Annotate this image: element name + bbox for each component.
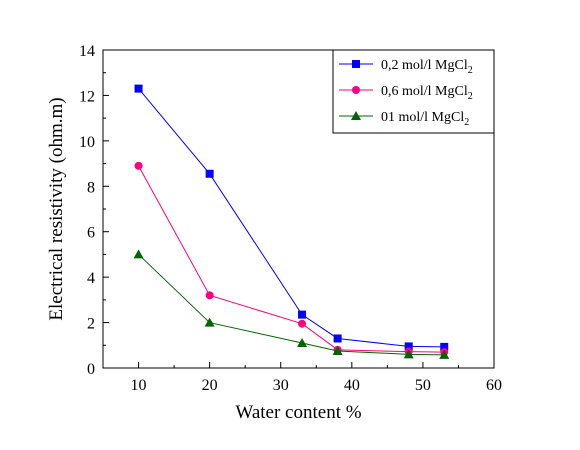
series-line [138, 88, 445, 348]
x-tick-label: 40 [344, 377, 360, 394]
data-point [204, 317, 215, 327]
data-point [440, 342, 449, 351]
data-point [332, 345, 343, 355]
x-axis-title: Water content % [235, 402, 361, 423]
data-point [133, 249, 144, 259]
legend: 0,2 mol/l MgCl2 0,6 mol/l MgCl2 01 mol/l M… [332, 49, 495, 134]
data-point [134, 161, 143, 170]
x-tick-label: 30 [273, 377, 289, 394]
y-tick-label: 4 [87, 270, 95, 287]
data-point [298, 319, 307, 328]
data-point [333, 334, 342, 343]
y-axis-title: Electrical resistivity (ohm.m) [46, 97, 67, 320]
x-tick-label: 10 [131, 377, 147, 394]
y-tick-label: 8 [87, 179, 95, 196]
legend-label: 01 mol/l MgCl2 [381, 110, 469, 128]
data-point [205, 169, 214, 178]
y-tick-label: 2 [87, 316, 95, 333]
x-tick-label: 20 [202, 377, 218, 394]
legend-label: 0,6 mol/l MgCl2 [381, 84, 473, 102]
data-point [403, 349, 414, 359]
legend-marker [352, 86, 360, 94]
x-tick-label: 50 [415, 377, 431, 394]
legend-label: 0,2 mol/l MgCl2 [381, 58, 473, 76]
legend-marker [351, 111, 361, 120]
y-tick-label: 10 [79, 134, 95, 151]
data-point [134, 84, 143, 93]
y-tick-label: 6 [87, 225, 95, 242]
chart-marks: 10 20 30 40 50 60 0 2 4 6 8 10 12 14 [79, 43, 502, 394]
x-tick-label: 60 [486, 377, 502, 394]
data-point [439, 349, 450, 359]
y-tick-label: 12 [79, 88, 95, 105]
data-point [297, 338, 308, 348]
data-point [404, 342, 413, 351]
series-line [138, 165, 445, 353]
data-point [205, 291, 214, 300]
y-tick-label: 0 [87, 361, 95, 378]
data-point [298, 310, 307, 319]
series-line [138, 254, 445, 356]
legend-marker [352, 60, 360, 68]
y-tick-label: 14 [79, 43, 95, 60]
